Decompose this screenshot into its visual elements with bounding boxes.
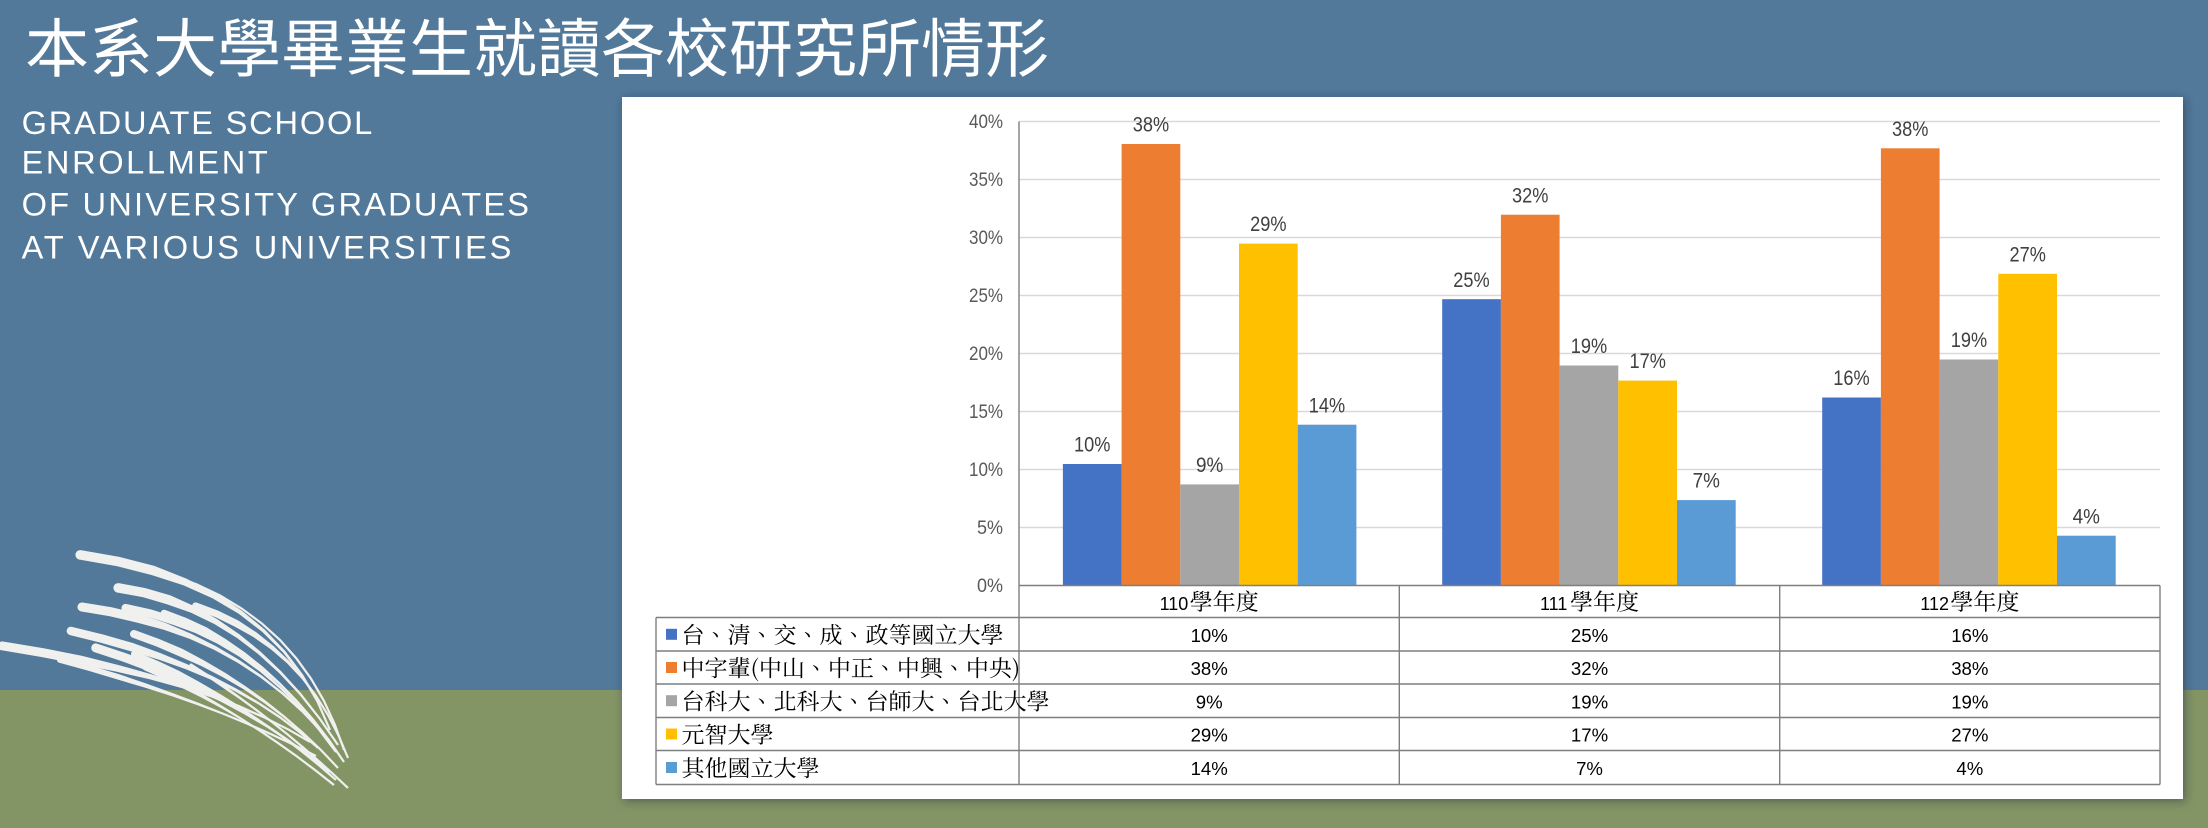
svg-text:25%: 25% [969,286,1003,307]
svg-text:16%: 16% [1951,625,1988,646]
svg-text:40%: 40% [969,112,1003,133]
svg-text:7%: 7% [1576,758,1603,779]
svg-text:10%: 10% [1191,625,1228,646]
svg-text:38%: 38% [1133,113,1169,137]
svg-text:7%: 7% [1693,469,1720,493]
svg-text:111: 111 [1540,594,1567,614]
svg-text:17%: 17% [1571,725,1608,746]
svg-text:25%: 25% [1453,268,1489,292]
svg-text:19%: 19% [1571,691,1608,712]
svg-text:30%: 30% [969,228,1003,249]
svg-text:10%: 10% [1074,433,1110,457]
svg-text:9%: 9% [1196,691,1223,712]
svg-text:29%: 29% [1250,212,1286,236]
svg-text:AT VARIOUS UNIVERSITIES: AT VARIOUS UNIVERSITIES [22,229,515,266]
svg-text:4%: 4% [2073,504,2100,528]
svg-text:0%: 0% [977,576,1003,597]
svg-text:15%: 15% [969,402,1003,423]
svg-text:10%: 10% [969,460,1003,481]
svg-text:35%: 35% [969,170,1003,191]
svg-text:4%: 4% [1956,758,1983,779]
svg-text:19%: 19% [1571,334,1607,358]
svg-text:112: 112 [1920,594,1949,614]
svg-text:38%: 38% [1951,658,1988,679]
svg-text:25%: 25% [1571,625,1608,646]
svg-text:5%: 5% [977,518,1003,539]
svg-text:19%: 19% [1951,328,1987,352]
svg-text:38%: 38% [1892,117,1928,141]
svg-text:110: 110 [1160,594,1189,614]
svg-text:32%: 32% [1571,658,1608,679]
svg-text:32%: 32% [1512,183,1548,207]
svg-text:16%: 16% [1833,366,1869,390]
svg-text:38%: 38% [1191,658,1228,679]
svg-text:14%: 14% [1191,758,1228,779]
svg-text:17%: 17% [1630,349,1666,373]
svg-text:OF UNIVERSITY GRADUATES: OF UNIVERSITY GRADUATES [22,185,532,222]
svg-text:14%: 14% [1309,393,1345,417]
svg-text:GRADUATE SCHOOL: GRADUATE SCHOOL [22,104,375,141]
svg-text:27%: 27% [2010,242,2046,266]
svg-text:20%: 20% [969,344,1003,365]
svg-text:29%: 29% [1191,725,1228,746]
svg-text:ENROLLMENT: ENROLLMENT [22,144,271,181]
svg-text:19%: 19% [1951,691,1988,712]
svg-text:27%: 27% [1951,725,1988,746]
svg-text:9%: 9% [1196,453,1223,477]
